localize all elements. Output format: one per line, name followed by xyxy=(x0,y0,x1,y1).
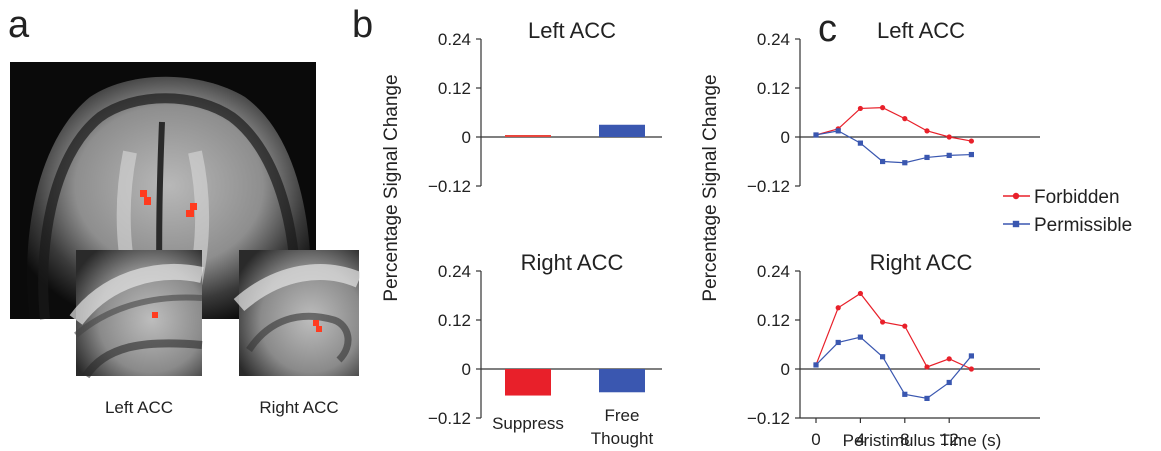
b-left-y-tick-label: −0.12 xyxy=(428,177,471,196)
c-right-point xyxy=(968,353,974,359)
b-right-category-label: Suppress xyxy=(492,414,564,433)
c-left-point xyxy=(924,154,930,161)
c-left-point xyxy=(902,116,908,122)
b-right-y-tick-label: 0 xyxy=(462,360,471,379)
right-sagittal-slice xyxy=(233,250,360,376)
c-left-series-line xyxy=(815,106,972,142)
c-right-point xyxy=(968,366,975,372)
c-left-point xyxy=(946,134,952,140)
c-right-y-tick-label: 0 xyxy=(781,360,790,379)
b-left-bar xyxy=(599,124,645,137)
c-y-axis-label: Percentage Signal Change xyxy=(700,74,721,301)
b-y-axis-label: Percentage Signal Change xyxy=(381,74,402,301)
c-left-point xyxy=(902,160,908,166)
b-left-title: Left ACC xyxy=(528,18,616,43)
c-right-x-axis-label: Peristimulus Time (s) xyxy=(843,431,1002,450)
c-right-x-tick-label: 4 xyxy=(856,430,865,449)
c-left-legend-marker xyxy=(1012,220,1020,228)
panel-letter-a: a xyxy=(8,4,30,46)
caption-left-acc: Left ACC xyxy=(104,398,174,417)
panel-letter-c: c xyxy=(818,8,837,50)
c-left-point xyxy=(968,151,974,158)
c-left-point xyxy=(880,158,886,165)
b-right-title: Right ACC xyxy=(521,250,624,275)
c-right-point xyxy=(902,391,908,397)
b-left-bar xyxy=(505,135,551,137)
c-right-point xyxy=(924,395,930,401)
b-right-bar xyxy=(505,369,551,396)
c-left-y-tick-label: 0.12 xyxy=(757,79,790,98)
c-right-point xyxy=(902,323,908,329)
c-left-point xyxy=(813,132,819,138)
c-left-point xyxy=(880,105,886,111)
c-right-point xyxy=(946,379,952,386)
c-right-y-tick-label: −0.12 xyxy=(747,409,790,428)
c-left-y-tick-label: 0.24 xyxy=(757,30,790,49)
c-left-y-tick-label: −0.12 xyxy=(747,177,790,196)
c-left-point xyxy=(946,152,952,158)
c-right-x-tick-label: 0 xyxy=(811,430,820,449)
c-left-point xyxy=(857,140,863,146)
c-right-series-line xyxy=(815,336,972,400)
b-left-y-tick-label: 0.12 xyxy=(438,79,471,98)
c-right-x-tick-label: 8 xyxy=(900,430,909,449)
c-right-point xyxy=(835,339,841,346)
b-right-y-tick-label: 0.24 xyxy=(438,262,471,281)
c-right-x-tick-label: 12 xyxy=(940,430,959,449)
c-left-point xyxy=(835,128,841,134)
b-right-bar xyxy=(599,369,645,393)
c-right-y-tick-label: 0.24 xyxy=(757,262,790,281)
b-left-y-tick-label: 0.24 xyxy=(438,30,471,49)
b-left-y-tick-label: 0 xyxy=(462,128,471,147)
c-left-legend-marker xyxy=(1012,192,1020,200)
c-right-point xyxy=(813,362,819,368)
b-right-category-label: Free xyxy=(605,406,640,425)
c-right-point xyxy=(835,305,841,311)
c-left-title: Left ACC xyxy=(877,18,965,43)
caption-right-acc: Right ACC xyxy=(259,398,339,417)
c-right-point xyxy=(946,356,952,362)
c-right-series-line xyxy=(815,292,972,370)
b-right-y-tick-label: −0.12 xyxy=(428,409,471,428)
left-sagittal-slice xyxy=(69,250,204,379)
c-right-point xyxy=(880,354,886,360)
b-right-category-label: Thought xyxy=(591,429,654,448)
c-left-point xyxy=(924,128,930,134)
c-left-y-tick-label: 0 xyxy=(781,128,790,147)
b-right-y-tick-label: 0.12 xyxy=(438,311,471,330)
brain-mri-images xyxy=(10,62,360,379)
c-right-point xyxy=(857,290,864,297)
c-left-series-line xyxy=(815,130,972,164)
c-right-y-tick-label: 0.12 xyxy=(757,311,790,330)
c-right-point xyxy=(857,334,863,340)
c-left-point xyxy=(857,105,864,112)
c-right-point xyxy=(924,364,930,370)
c-right-point xyxy=(880,319,886,325)
c-left-legend-label: Forbidden xyxy=(1034,187,1120,208)
c-left-point xyxy=(968,138,975,144)
c-left-legend-label: Permissible xyxy=(1034,215,1132,236)
panel-letter-b: b xyxy=(352,4,374,46)
c-right-title: Right ACC xyxy=(870,250,973,275)
